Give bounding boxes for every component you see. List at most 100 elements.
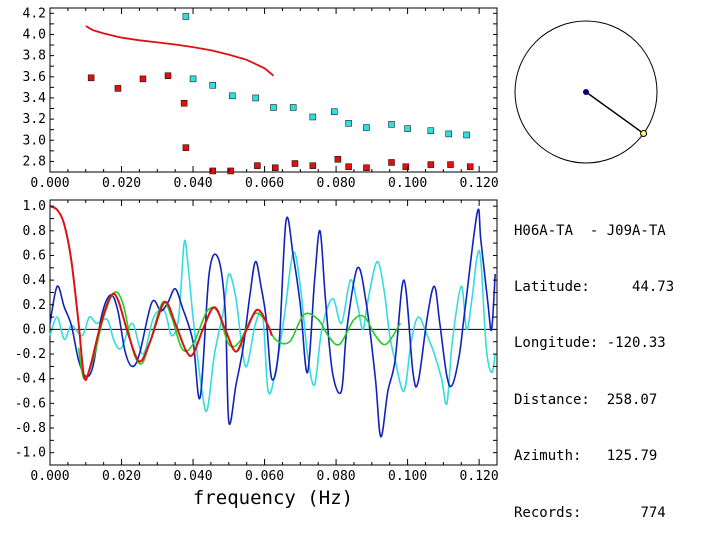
red-square-marker: [388, 159, 395, 166]
red-square-marker: [466, 163, 474, 170]
azimuth-label: Azimuth:: [514, 448, 582, 465]
distance-row: Distance: 258.07: [514, 391, 674, 410]
y-tick-label: 3.6: [23, 70, 46, 85]
red-square-marker: [291, 160, 299, 167]
cyan-square-marker: [229, 92, 236, 100]
x-tick-label: 0.020: [102, 176, 141, 191]
latitude-value: 44.73: [632, 278, 675, 295]
x-tick-label: 0.060: [245, 469, 284, 484]
red-square-marker: [114, 85, 122, 92]
red-spectrum-line: [49, 205, 273, 381]
red-square-marker: [87, 74, 95, 82]
red-square-marker: [227, 167, 234, 175]
x-tick-label: 0.000: [30, 176, 69, 191]
cyan-square-marker: [289, 104, 297, 111]
red-square-marker: [402, 163, 410, 170]
y-tick-label: 3.2: [23, 112, 46, 127]
y-tick-label: -0.2: [15, 347, 46, 362]
longitude-label: Longitude:: [514, 335, 599, 352]
x-tick-label: 0.040: [173, 469, 212, 484]
red-square-marker: [309, 162, 317, 169]
x-tick-label: 0.100: [388, 469, 427, 484]
x-tick-label: 0.000: [30, 469, 69, 484]
cyan-square-marker: [445, 130, 452, 138]
red-square-marker: [209, 167, 216, 175]
azimuth-value: 125.79: [606, 448, 658, 465]
red-square-marker: [334, 156, 342, 163]
records-row: Records: 774: [514, 504, 674, 523]
x-tick-label: 0.120: [460, 469, 499, 484]
red-square-marker: [180, 99, 188, 107]
records-label: Records:: [514, 504, 582, 521]
latitude-row: Latitude: 44.73: [514, 278, 674, 297]
spectrum-x-axis: 0.000 0.020 0.040 0.060 0.080 0.100 0.120: [30, 200, 499, 484]
station-info-panel: H06A-TA - J09A-TA Latitude: 44.73 Longit…: [514, 184, 674, 541]
y-tick-label: 0.2: [23, 298, 46, 313]
y-tick-label: -0.4: [15, 372, 46, 387]
x-axis-label: frequency (Hz): [193, 487, 353, 509]
x-tick-label: 0.020: [102, 469, 141, 484]
figure-canvas: 0.000 0.020 0.040 0.060 0.080 0.100 0.120 2.8 3…: [15, 6, 658, 509]
x-tick-label: 0.060: [245, 176, 284, 191]
distance-label: Distance:: [514, 391, 590, 408]
x-tick-label: 0.100: [388, 176, 427, 191]
cyan-square-marker: [404, 125, 411, 132]
compass-center-dot: [583, 89, 589, 95]
dispersion-panel: 0.000 0.020 0.040 0.060 0.080 0.100 0.120 2.8 3…: [23, 6, 499, 191]
azimuth-compass: [514, 20, 658, 164]
longitude-row: Longitude: -120.33: [514, 334, 674, 353]
distance-value: 258.07: [606, 391, 658, 408]
cyan-square-marker: [270, 104, 277, 111]
red-dispersion-curve: [85, 25, 275, 77]
cyan-spectrum-line: [49, 239, 496, 413]
station-pair: H06A-TA - J09A-TA: [514, 222, 666, 239]
cyan-square-marker: [182, 13, 190, 20]
cyan-square-marker: [209, 81, 216, 89]
compass-circle: [514, 20, 658, 164]
y-tick-label: 0.0: [23, 322, 46, 337]
y-tick-label: -0.8: [15, 421, 46, 436]
red-square-marker: [164, 72, 172, 79]
x-tick-label: 0.080: [317, 469, 356, 484]
red-square-marker: [272, 164, 279, 172]
y-tick-label: 0.6: [23, 248, 46, 263]
spectrum-panel: 0.000 0.020 0.040 0.060 0.080 0.100 0.120 1.00…: [15, 199, 499, 509]
red-square-marker: [139, 75, 147, 83]
dispersion-plot-frame: [49, 7, 498, 173]
spectrum-plot-frame: [49, 199, 498, 466]
y-tick-label: -0.6: [15, 396, 46, 411]
red-square-marker: [447, 161, 454, 168]
red-square-marker: [427, 161, 435, 168]
dispersion-y-axis: 2.8 3.0 3.2 3.4 3.6 3.8 4.0 4.2: [23, 6, 497, 173]
azimuth-line: [585, 91, 645, 135]
y-tick-label: 1.0: [23, 199, 46, 214]
y-tick-label: 3.4: [23, 91, 47, 106]
cyan-square-marker: [252, 94, 259, 102]
red-square-marker: [182, 144, 190, 151]
spectrum-series: [49, 205, 496, 438]
cyan-square-marker: [331, 108, 338, 115]
x-tick-label: 0.120: [460, 176, 499, 191]
records-value: 774: [640, 504, 666, 521]
cyan-square-marker: [345, 120, 352, 127]
cyan-square-marker: [427, 127, 435, 134]
cyan-square-marker: [363, 124, 370, 131]
cyan-square-marker: [309, 113, 317, 121]
y-tick-label: -1.0: [15, 446, 46, 461]
y-tick-label: 3.0: [23, 133, 46, 148]
dispersion-x-axis: 0.000 0.020 0.040 0.060 0.080 0.100 0.120: [30, 8, 499, 191]
spectrum-y-axis: 1.0 0.8 0.6 0.4 0.2 0.0 -0.2 -0.4 -0.6 -0.8 -1.0: [15, 199, 497, 466]
y-tick-label: 0.4: [23, 273, 47, 288]
dispersion-series: [85, 13, 474, 175]
y-tick-label: 4.2: [23, 6, 46, 21]
y-tick-label: 0.8: [23, 224, 46, 239]
y-tick-label: 4.0: [23, 27, 46, 42]
x-tick-label: 0.040: [173, 176, 212, 191]
blue-spectrum-line: [49, 208, 496, 438]
green-spectrum-line: [77, 291, 402, 380]
cyan-square-marker: [463, 131, 470, 139]
latitude-label: Latitude:: [514, 278, 590, 295]
longitude-value: -120.33: [606, 335, 666, 352]
azimuth-row: Azimuth: 125.79: [514, 447, 674, 466]
x-tick-label: 0.080: [317, 176, 356, 191]
